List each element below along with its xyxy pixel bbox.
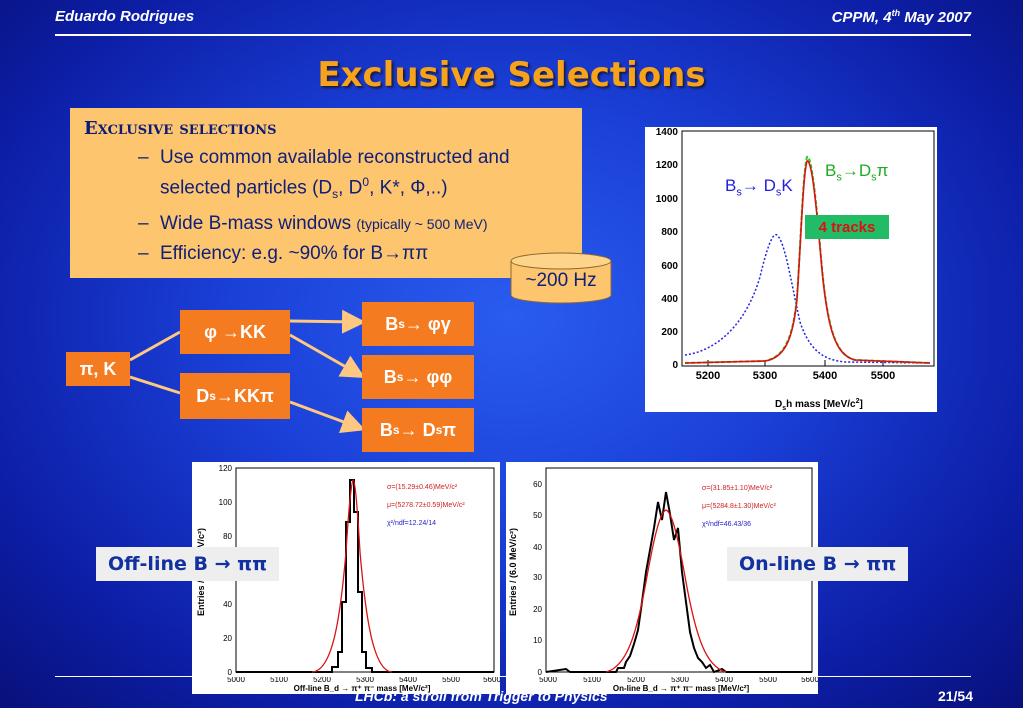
- dsh-xtick: 5400: [813, 370, 837, 382]
- box-heading: Exclusive selections: [84, 118, 277, 139]
- online-ytick: 20: [533, 605, 542, 614]
- dsh-xtick: 5200: [696, 370, 720, 382]
- dsh-xlabel: Dsh mass [MeV/c2]: [775, 398, 863, 412]
- online-ylabel: Entries / (6.0 MeV/c²): [508, 528, 518, 616]
- online-stat-mu: μ=(5284.8±1.30)MeV/c²: [702, 503, 776, 510]
- offline-stat-sigma: σ=(15.29±0.46)MeV/c²: [387, 484, 458, 491]
- online-xtick: 5100: [583, 675, 601, 684]
- online-ytick: 10: [533, 636, 542, 645]
- online-xtick: 5400: [715, 675, 733, 684]
- online-ytick: 50: [533, 511, 542, 520]
- bullet-efficiency: – Efficiency: e.g. ~90% for B→ππ: [138, 243, 429, 265]
- footer-rule: [55, 676, 971, 677]
- offline-xtick: 5400: [399, 675, 417, 684]
- dsh-ytick: 400: [661, 294, 678, 305]
- offline-xtick: 5000: [227, 675, 245, 684]
- online-ytick: 0: [538, 668, 543, 677]
- exclusive-selections-box: Exclusive selections – Use common availa…: [70, 108, 582, 278]
- rate-cylinder: ~200 Hz: [510, 252, 612, 304]
- dsh-yticks: 1400 1200 1000 800 600 400 200 0: [656, 127, 679, 371]
- offline-fit: [311, 479, 393, 673]
- offline-tag: Off-line B → ππ: [96, 547, 280, 581]
- bullet-common-particles: – Use common available reconstructed and…: [138, 147, 510, 202]
- venue-date: CPPM, 4th May 2007: [831, 8, 971, 26]
- bsdspi-label: Bs→Dsπ: [825, 161, 889, 184]
- page-number: 21/54: [937, 688, 973, 704]
- online-xlabel: On-line B_d → π⁺ π⁻ mass [MeV/c²]: [613, 684, 750, 693]
- offline-ytick: 40: [223, 600, 232, 609]
- offline-xtick: 5100: [270, 675, 288, 684]
- online-stat-sigma: σ=(31.85±1.10)MeV/c²: [702, 485, 773, 492]
- online-xtick: 5600: [801, 675, 818, 684]
- phi-kk-node: φ →KK: [180, 310, 290, 354]
- bsdsk-label: Bs→ DsK: [725, 176, 793, 199]
- online-xtick: 5000: [539, 675, 557, 684]
- offline-xlabel: Off-line B_d → π⁺ π⁻ mass [MeV/c²]: [294, 684, 431, 693]
- offline-ytick: 100: [219, 498, 233, 507]
- offline-xtick: 5300: [356, 675, 374, 684]
- online-ytick: 40: [533, 543, 542, 552]
- slide-title: Exclusive Selections: [317, 55, 706, 95]
- online-fit: [605, 509, 727, 673]
- offline-ytick: 20: [223, 634, 232, 643]
- offline-xtick: 5600: [483, 675, 500, 684]
- online-xtick: 5300: [671, 675, 689, 684]
- header-rule: [55, 34, 971, 36]
- dsh-ytick: 1200: [656, 160, 679, 171]
- offline-stat-mu: μ=(5278.72±0.59)MeV/c²: [387, 502, 465, 509]
- dsh-ytick: 0: [672, 360, 678, 371]
- online-xtick: 5200: [627, 675, 645, 684]
- online-ytick: 60: [533, 480, 542, 489]
- rate-label: ~200 Hz: [525, 270, 597, 291]
- dsh-ytick: 1400: [656, 127, 679, 138]
- offline-ytick: 120: [219, 464, 233, 473]
- dsh-xtick: 5500: [871, 370, 895, 382]
- pi-k-node: π, K: [66, 352, 130, 386]
- offline-ytick: 0: [228, 668, 233, 677]
- dsh-ytick: 200: [661, 327, 678, 338]
- bullet-mass-windows: – Wide B-mass windows (typically ~ 500 M…: [138, 213, 488, 235]
- footer-title: LHCb: a stroll from Trigger to Physics: [355, 688, 608, 704]
- offline-stat-chi2: χ²/ndf=12.24/14: [387, 520, 436, 527]
- offline-xtick: 5500: [442, 675, 460, 684]
- bsdspi-data: [684, 155, 931, 364]
- online-tag: On-line B → ππ: [727, 547, 909, 581]
- offline-xtick: 5200: [313, 675, 331, 684]
- online-stat-chi2: χ²/ndf=46.43/36: [702, 521, 751, 528]
- online-hist: [545, 491, 812, 674]
- bsdspi-fit: [684, 160, 931, 364]
- dsh-ytick: 1000: [656, 194, 679, 205]
- dsh-xtick: 5300: [753, 370, 777, 382]
- dsh-ytick: 800: [661, 227, 678, 238]
- bsdsk-curve: [684, 233, 931, 364]
- offline-hist: [236, 479, 494, 673]
- dsh-xticks: 5200 5300 5400 5500: [696, 370, 895, 382]
- online-xtick: 5500: [759, 675, 777, 684]
- dsh-mass-plot: 1400 1200 1000 800 600 400 200 0 5200 53…: [645, 127, 937, 412]
- online-ytick: 30: [533, 573, 542, 582]
- offline-bpipi-plot: Entries / (6.0 MeV/c²) 120 100 80 60 40 …: [192, 462, 501, 694]
- four-tracks-badge: 4 tracks: [805, 215, 889, 239]
- offline-ytick: 80: [223, 532, 232, 541]
- author-name: Eduardo Rodrigues: [55, 8, 195, 25]
- dsh-ytick: 600: [661, 261, 678, 272]
